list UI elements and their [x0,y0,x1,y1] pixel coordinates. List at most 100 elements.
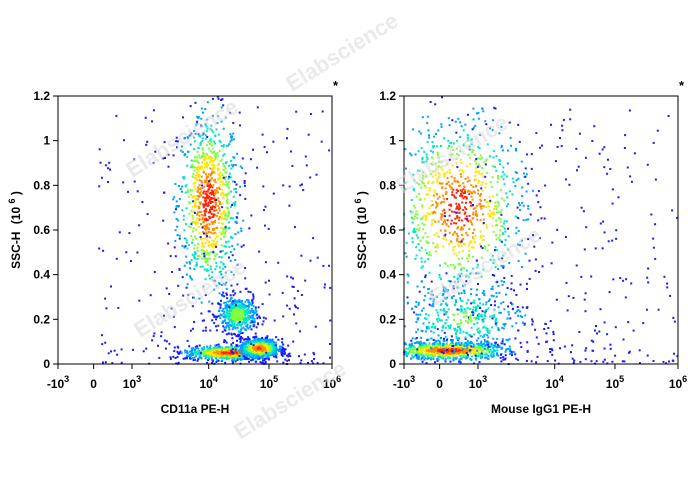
density-point [286,304,289,307]
density-point [405,167,407,170]
density-point [220,261,223,264]
density-point [425,252,428,255]
density-point [416,357,419,360]
density-point [190,347,193,350]
density-point [224,245,227,248]
density-point [481,346,484,348]
density-point [247,305,250,308]
density-point [228,312,231,315]
density-point [185,350,188,353]
density-point [227,350,230,353]
density-point [485,159,488,162]
density-point [209,156,212,159]
density-point [480,275,483,278]
density-point [420,354,423,357]
density-point [421,204,424,207]
density-point [450,210,453,213]
density-point [192,347,195,350]
density-point [177,284,180,287]
density-point [245,287,248,290]
density-point [490,304,493,306]
density-point [486,143,489,146]
density-point [251,302,254,304]
density-point [206,251,209,254]
density-point [246,338,249,341]
density-point [231,165,234,168]
density-point [221,354,224,357]
density-point [479,157,482,160]
density-point [461,257,464,260]
density-point [449,142,452,145]
density-point [241,347,244,350]
density-point [462,284,464,287]
density-point [480,207,483,210]
density-point [433,233,436,236]
density-point [490,354,493,357]
density-point [201,265,204,268]
density-point [472,267,475,270]
density-point [464,206,466,209]
density-point [227,315,230,318]
density-point [489,210,492,212]
density-point [472,190,475,193]
density-point [236,324,239,327]
density-point [454,266,457,268]
density-point [280,345,283,348]
density-point [222,194,225,197]
density-point [493,300,496,303]
density-point [534,269,537,272]
density-point [191,349,194,352]
density-point [225,184,228,187]
density-point [125,251,128,254]
density-point [196,172,199,175]
density-point [262,185,265,188]
density-point [465,196,468,199]
density-point [422,228,425,231]
density-point [245,351,248,354]
density-point [461,190,463,193]
density-point [455,301,458,304]
density-point [208,184,211,187]
density-point [203,159,206,162]
density-point [269,344,272,347]
density-point [437,160,440,163]
density-point [215,329,218,332]
density-point [444,192,447,195]
density-point [217,218,220,221]
y-axis-title-exp: 6 [7,198,17,203]
density-point [455,202,458,205]
density-point [187,137,190,140]
density-point [182,294,185,297]
density-point [228,227,231,230]
density-point [210,124,213,127]
density-point [534,258,537,261]
density-point [196,345,199,348]
density-point [292,340,295,343]
density-point [197,176,200,179]
density-point [485,182,488,185]
density-point [489,127,491,130]
density-point [215,262,218,265]
density-point [269,346,272,349]
density-point [470,184,473,187]
density-point [208,230,210,233]
density-point [282,184,285,187]
density-point [235,306,238,309]
density-point [269,340,272,343]
density-point [432,181,435,184]
density-point [476,314,479,317]
x-tick-label: 105 [260,374,278,391]
y-axis-ticks: 00.20.40.60.811.2 [33,89,58,371]
density-point [235,191,238,194]
density-point [468,145,471,148]
density-point [204,173,207,176]
density-point [223,211,225,214]
density-point [231,254,234,257]
density-point [475,215,478,217]
density-point [206,190,209,193]
density-point [243,345,246,348]
density-point [264,348,267,351]
density-point [456,211,459,214]
density-point [232,341,235,344]
density-point [200,165,203,168]
